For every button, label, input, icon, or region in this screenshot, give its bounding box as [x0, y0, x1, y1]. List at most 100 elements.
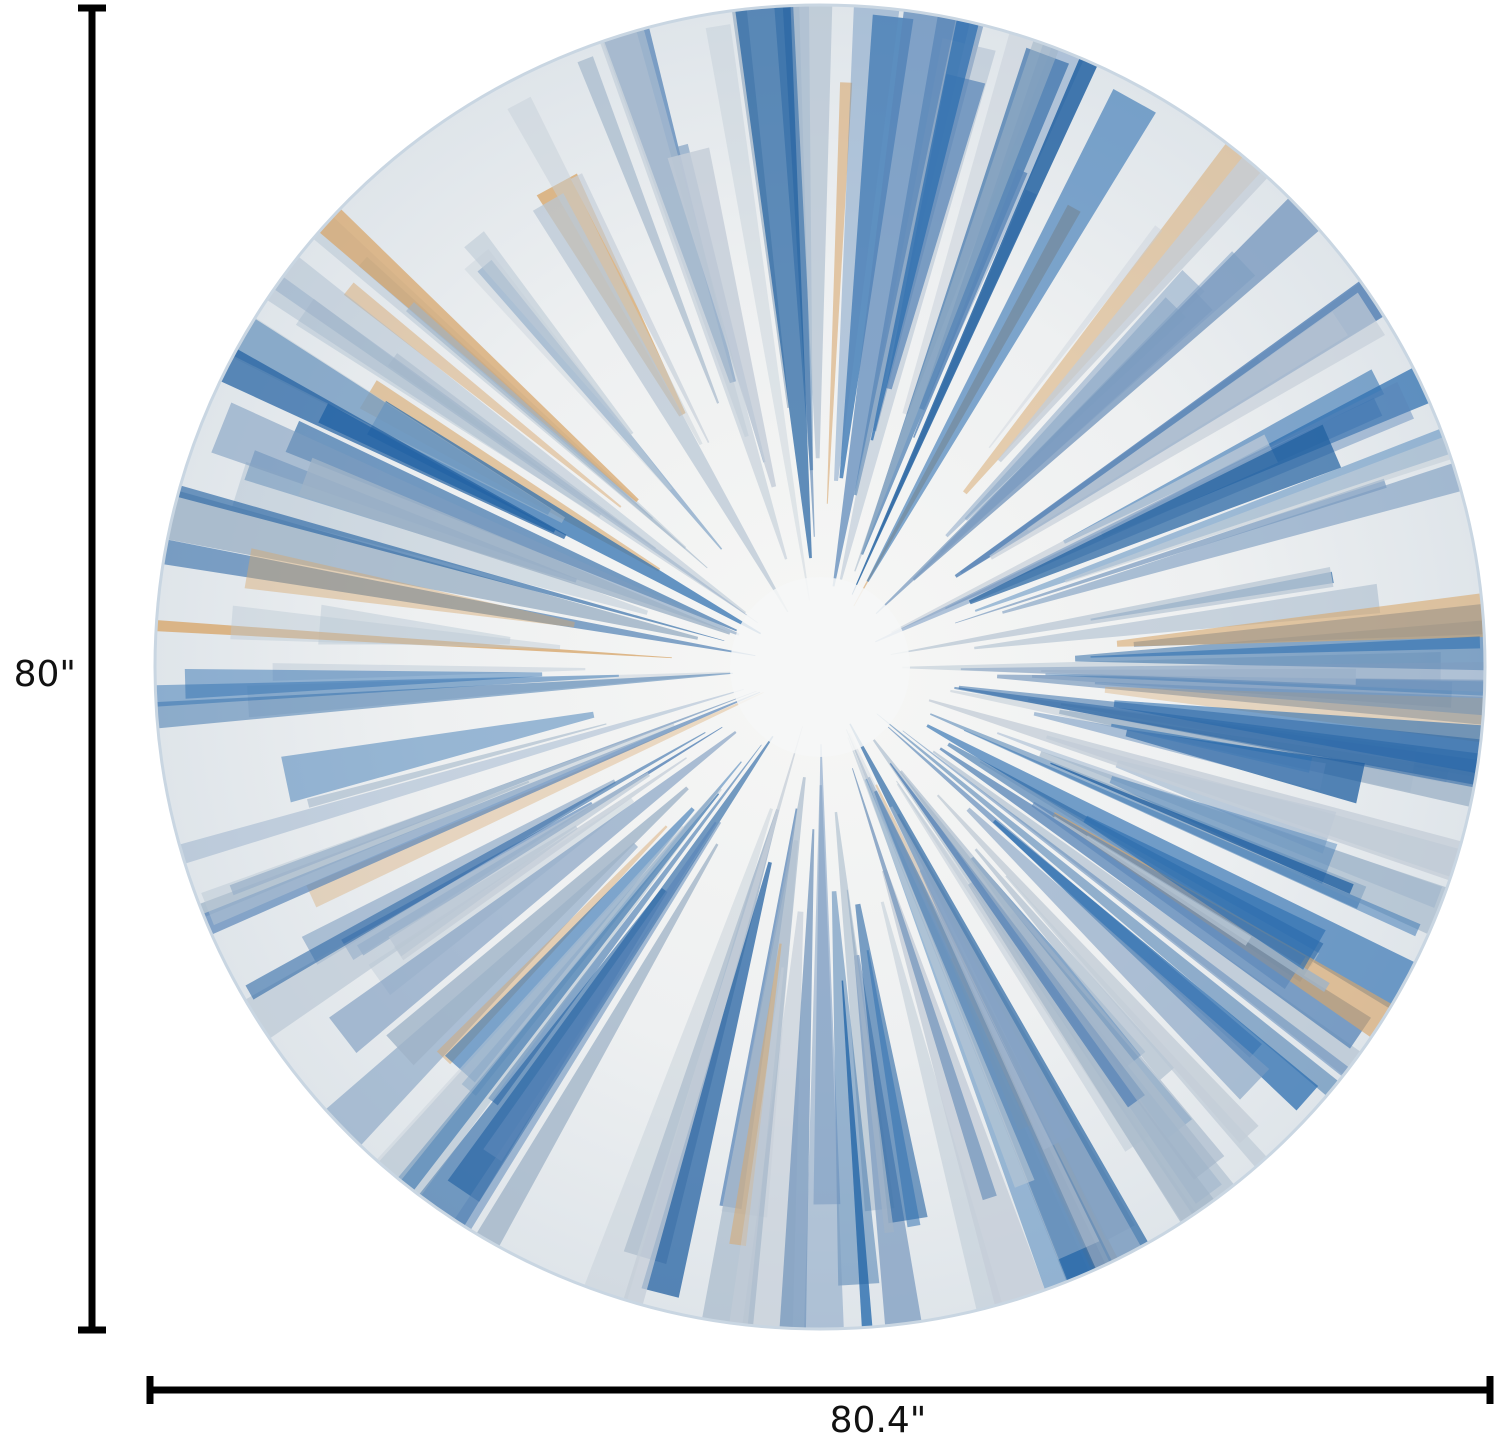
- rug-streak: [960, 661, 1485, 694]
- rug-streak: [262, 156, 639, 503]
- rug-streak: [164, 276, 565, 523]
- rug-streak: [992, 819, 1319, 1111]
- rug-streak: [201, 723, 675, 926]
- rug-streak: [928, 699, 1485, 923]
- rug-streak: [1033, 712, 1326, 791]
- rug-streak: [841, 980, 875, 1329]
- rug-streak: [730, 5, 812, 559]
- rug-streak: [318, 604, 511, 645]
- rug: [153, 3, 1487, 1331]
- height-dimension: 80": [14, 4, 106, 1334]
- rug-streak: [847, 737, 1035, 1188]
- rug-streak: [955, 478, 1387, 624]
- rug-streak: [899, 770, 1225, 1180]
- rug-streak: [870, 5, 1007, 441]
- rug-streak: [958, 685, 1485, 800]
- rug-streak: [954, 686, 1485, 807]
- rug-streak: [436, 825, 668, 1065]
- rug-streak: [206, 228, 758, 623]
- rug-streak: [184, 669, 543, 699]
- rug-streak: [891, 434, 1278, 634]
- rug-streak: [388, 353, 657, 550]
- rug-streak: [1031, 801, 1306, 989]
- rug-streak: [359, 380, 661, 572]
- rug-streak: [779, 829, 815, 1329]
- rug-streak: [930, 713, 1367, 909]
- rug-streak: [974, 583, 1381, 650]
- rug-streak: [1064, 403, 1485, 583]
- rug-streak: [464, 249, 673, 492]
- rug-streak: [864, 778, 1142, 1329]
- rug-streak: [902, 730, 1403, 1119]
- height-label: 80": [14, 654, 76, 695]
- rug-streak: [477, 259, 723, 550]
- rug-streak: [155, 689, 744, 889]
- rug-streak: [414, 821, 722, 1292]
- rug-streak: [611, 726, 803, 1329]
- rug-streak: [472, 843, 719, 1254]
- rug-streak: [848, 732, 1100, 1260]
- rug-streak: [1125, 729, 1365, 804]
- rug-streak: [577, 56, 720, 404]
- rug-streak: [919, 869, 1072, 1150]
- rug-streak: [834, 5, 913, 481]
- rug-streak: [244, 548, 575, 628]
- rug-streak: [913, 169, 1028, 438]
- rug-streak: [229, 690, 757, 896]
- rug-streak: [787, 5, 836, 459]
- rug-streak: [988, 225, 1163, 449]
- rug-streak: [298, 457, 731, 635]
- rug-streak: [343, 282, 622, 508]
- rug-streak: [876, 713, 1418, 1161]
- rug-streak: [1053, 816, 1252, 946]
- rug-streak: [272, 663, 586, 681]
- rug-streak: [394, 757, 687, 961]
- rug-streak: [155, 674, 619, 710]
- rug-streak: [329, 731, 737, 1053]
- rug-streak: [367, 401, 761, 635]
- rug-streak: [1090, 636, 1481, 658]
- rug-streak: [974, 848, 1175, 1080]
- rug-streak: [851, 5, 1127, 595]
- rug-streak: [886, 73, 986, 390]
- rug-streak: [406, 302, 708, 569]
- rug-streak: [161, 480, 725, 641]
- rug-streak: [1111, 723, 1313, 773]
- rug-streak: [912, 141, 1380, 581]
- rug-streak: [997, 149, 1274, 463]
- rug-streak: [461, 761, 742, 1096]
- rug-streak: [247, 671, 731, 718]
- rug-streak: [211, 402, 740, 636]
- rug-streak: [989, 292, 1385, 560]
- rug-streak: [623, 809, 780, 1264]
- rug-streak: [155, 300, 567, 540]
- rug-streak: [705, 24, 810, 601]
- rug-streak: [573, 808, 773, 1329]
- rug-streak: [729, 943, 782, 1246]
- rug-streak: [388, 825, 578, 957]
- rug-streak: [889, 806, 1159, 1303]
- rug-streak: [307, 723, 607, 808]
- rug-streak: [1083, 815, 1326, 970]
- rug-streak: [966, 807, 1270, 1100]
- rug-streak: [832, 5, 973, 587]
- rug-streak: [155, 691, 761, 970]
- rug-streak: [386, 786, 689, 1066]
- rug-streak: [155, 616, 672, 659]
- rug-streak: [285, 420, 737, 632]
- rug-streak: [306, 692, 764, 908]
- rug-streak: [1116, 587, 1485, 647]
- rug-streak: [281, 711, 595, 803]
- rug-streak: [155, 672, 733, 733]
- rug-streak: [295, 298, 602, 518]
- rug-center: [730, 577, 910, 757]
- rug-streak: [1113, 700, 1485, 785]
- rug-streak: [719, 808, 798, 1210]
- rug-streak: [854, 5, 1108, 572]
- rug-streak: [155, 515, 756, 656]
- rug-streak: [464, 231, 634, 436]
- rug-streak: [968, 424, 1342, 605]
- rug-streak: [963, 729, 1421, 937]
- rug-streak: [445, 807, 695, 1083]
